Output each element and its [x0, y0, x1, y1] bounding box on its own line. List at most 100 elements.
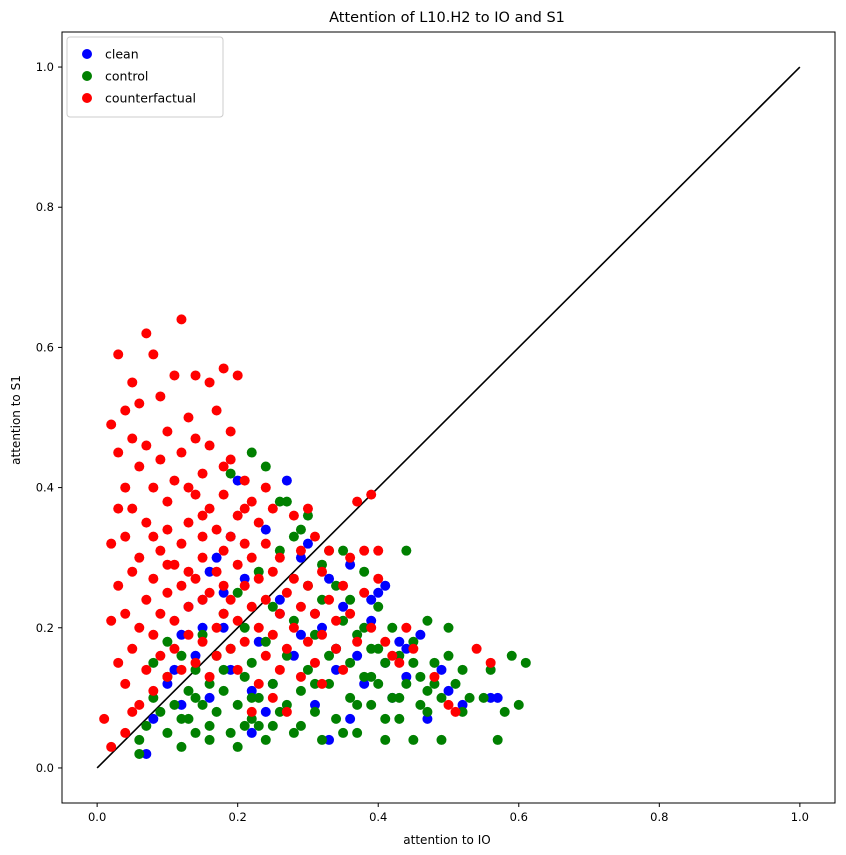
point-control — [422, 706, 433, 717]
point-counterfactual — [197, 552, 208, 563]
point-control — [345, 657, 356, 668]
point-clean — [373, 587, 384, 598]
point-clean — [295, 552, 306, 563]
x-tick-label: 0.2 — [229, 810, 247, 824]
legend-label-counterfactual: counterfactual — [105, 91, 196, 106]
point-counterfactual — [324, 545, 335, 556]
point-counterfactual — [295, 671, 306, 682]
point-counterfactual — [232, 559, 243, 570]
point-counterfactual — [120, 727, 131, 738]
point-control — [429, 657, 440, 668]
point-counterfactual — [267, 629, 278, 640]
point-counterfactual — [113, 657, 124, 668]
chart-title: Attention of L10.H2 to IO and S1 — [329, 10, 565, 26]
point-control — [253, 566, 264, 577]
point-clean — [197, 622, 208, 633]
point-control — [225, 468, 236, 479]
point-counterfactual — [218, 545, 229, 556]
point-clean — [345, 559, 356, 570]
point-control — [443, 622, 454, 633]
point-counterfactual — [176, 664, 187, 675]
x-axis-label: attention to IO — [403, 833, 490, 847]
point-clean — [204, 692, 215, 703]
y-tick-label: 0.0 — [36, 761, 54, 775]
point-counterfactual — [99, 713, 110, 724]
point-counterfactual — [218, 363, 229, 374]
series-control — [134, 447, 531, 759]
point-control — [429, 678, 440, 689]
point-counterfactual — [239, 538, 250, 549]
point-control — [148, 657, 159, 668]
x-tick-label: 0.8 — [650, 810, 668, 824]
point-clean — [295, 629, 306, 640]
point-counterfactual — [302, 503, 313, 514]
point-counterfactual — [197, 594, 208, 605]
point-counterfactual — [134, 699, 145, 710]
y-tick-label: 1.0 — [36, 60, 54, 74]
point-counterfactual — [113, 447, 124, 458]
point-counterfactual — [401, 622, 412, 633]
point-clean — [380, 580, 391, 591]
point-control — [211, 706, 222, 717]
point-clean — [176, 699, 187, 710]
point-control — [338, 545, 349, 556]
point-clean — [366, 594, 377, 605]
point-counterfactual — [134, 398, 145, 409]
point-control — [352, 699, 363, 710]
point-counterfactual — [155, 650, 166, 661]
point-control — [253, 692, 264, 703]
point-counterfactual — [211, 566, 222, 577]
point-counterfactual — [120, 608, 131, 619]
point-counterfactual — [183, 412, 194, 423]
point-counterfactual — [281, 587, 292, 598]
point-counterfactual — [211, 524, 222, 535]
point-counterfactual — [127, 377, 138, 388]
point-control — [134, 748, 145, 759]
point-clean — [422, 713, 433, 724]
point-control — [281, 496, 292, 507]
point-clean — [253, 636, 264, 647]
point-counterfactual — [183, 517, 194, 528]
point-clean — [218, 587, 229, 598]
point-counterfactual — [169, 615, 180, 626]
point-control — [260, 461, 271, 472]
point-counterfactual — [471, 643, 482, 654]
point-control — [513, 699, 524, 710]
point-clean — [443, 685, 454, 696]
point-counterfactual — [120, 482, 131, 493]
point-counterfactual — [232, 615, 243, 626]
point-counterfactual — [274, 552, 285, 563]
point-counterfactual — [260, 594, 271, 605]
point-control — [373, 678, 384, 689]
point-control — [324, 678, 335, 689]
point-control — [380, 734, 391, 745]
point-counterfactual — [260, 650, 271, 661]
point-counterfactual — [345, 552, 356, 563]
point-counterfactual — [204, 377, 215, 388]
point-control — [317, 594, 328, 605]
point-control — [176, 741, 187, 752]
point-counterfactual — [218, 489, 229, 500]
point-clean — [436, 664, 447, 675]
point-control — [450, 678, 461, 689]
point-control — [295, 720, 306, 731]
x-tick-label: 0.0 — [88, 810, 106, 824]
point-counterfactual — [120, 405, 131, 416]
point-counterfactual — [225, 594, 236, 605]
point-control — [324, 650, 335, 661]
point-control — [232, 741, 243, 752]
point-counterfactual — [239, 636, 250, 647]
point-counterfactual — [352, 496, 363, 507]
point-counterfactual — [394, 657, 405, 668]
point-counterfactual — [295, 601, 306, 612]
point-counterfactual — [204, 503, 215, 514]
point-control — [204, 678, 215, 689]
point-clean — [218, 622, 229, 633]
point-counterfactual — [190, 370, 201, 381]
point-clean — [274, 594, 285, 605]
point-control — [317, 734, 328, 745]
point-counterfactual — [260, 538, 271, 549]
point-control — [176, 650, 187, 661]
point-counterfactual — [141, 328, 152, 339]
point-control — [302, 664, 313, 675]
